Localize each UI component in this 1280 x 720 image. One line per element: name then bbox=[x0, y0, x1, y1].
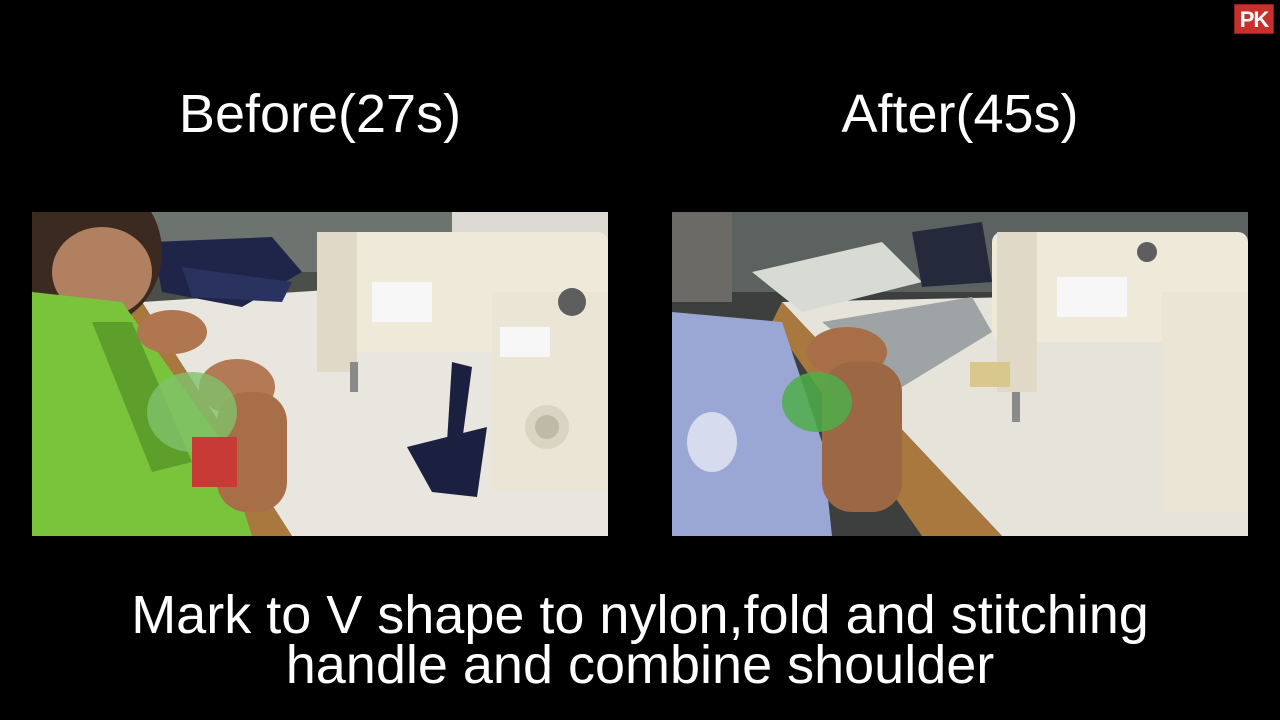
caption: Mark to V shape to nylon,fold and stitch… bbox=[0, 585, 1280, 695]
caption-line-1: Mark to V shape to nylon,fold and stitch… bbox=[131, 585, 1149, 645]
before-photo bbox=[32, 212, 608, 536]
after-photo bbox=[672, 212, 1248, 536]
before-label: Before(27s) bbox=[178, 84, 462, 144]
after-label: After(45s) bbox=[841, 84, 1079, 144]
pk-logo: PK bbox=[1234, 4, 1274, 34]
caption-line-2: handle and combine shoulder bbox=[285, 635, 995, 695]
